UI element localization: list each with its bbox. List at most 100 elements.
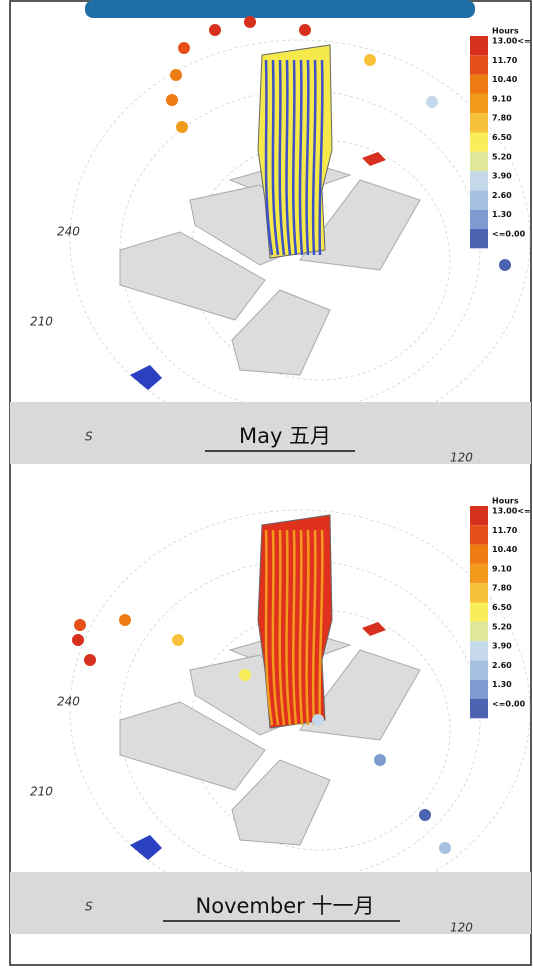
sun-position — [74, 619, 86, 631]
legend-swatch — [470, 544, 488, 564]
legend-label: 7.80 — [492, 584, 512, 593]
sun-position — [84, 654, 96, 666]
legend-swatch — [470, 621, 488, 642]
caption: November 十一月 — [196, 894, 375, 918]
sun-position — [119, 614, 131, 626]
legend-swatch — [470, 525, 488, 545]
building-platform — [119, 701, 266, 791]
tower-stripe — [298, 529, 304, 726]
legend-swatch — [470, 229, 488, 249]
compass-label: 120 — [450, 921, 473, 935]
building-platform — [299, 649, 421, 741]
legend-swatch — [470, 190, 488, 210]
legend-label: 13.00<= — [492, 507, 531, 516]
legend-swatch — [470, 93, 488, 114]
compass-label: 210 — [30, 785, 53, 799]
tower-stripe — [285, 59, 292, 256]
legend-label: <=0.00 — [492, 700, 526, 709]
legend-swatch — [470, 602, 488, 622]
marker — [362, 622, 386, 636]
legend-label: 1.30 — [492, 210, 512, 219]
legend-label: 6.50 — [492, 603, 512, 612]
tower-stripe — [271, 59, 280, 256]
sun-position — [166, 94, 178, 106]
title-tab — [85, 0, 475, 18]
legend-title: Hours — [492, 27, 519, 36]
legend-swatch — [470, 641, 488, 661]
legend-label: 2.60 — [492, 661, 512, 670]
legend-label: 2.60 — [492, 191, 512, 200]
legend-label: 10.40 — [492, 545, 518, 554]
tower-stripe — [298, 59, 304, 256]
caption-band — [10, 402, 531, 464]
legend-label: 3.90 — [492, 642, 512, 651]
building-platform — [299, 179, 421, 271]
tower-stripe — [305, 59, 310, 256]
tower-stripe — [278, 59, 286, 256]
compass-label: 210 — [30, 315, 53, 329]
tower-stripe — [285, 529, 292, 726]
tower-stripe — [278, 529, 286, 726]
legend-label: 3.90 — [492, 172, 512, 181]
legend-label: 11.70 — [492, 526, 518, 535]
sun-position — [374, 754, 386, 766]
legend-label: 5.20 — [492, 152, 512, 161]
legend-swatch — [470, 699, 488, 719]
tower-stripe — [271, 529, 280, 726]
compass-label: S — [85, 900, 93, 914]
legend-label: 13.00<= — [492, 37, 531, 46]
compass-label: 240 — [57, 225, 80, 239]
building-platform — [231, 289, 331, 376]
legend-swatch — [470, 209, 488, 229]
tower-stripe — [305, 529, 310, 726]
sun-position — [72, 634, 84, 646]
north-arrow — [130, 365, 162, 390]
legend-swatch — [470, 55, 488, 75]
tower-stripe — [311, 59, 317, 256]
legend-swatch — [470, 151, 488, 172]
sun-position — [299, 24, 311, 36]
tower-stripe — [318, 529, 324, 726]
legend-swatch — [470, 113, 488, 133]
compass-label: 240 — [57, 695, 80, 709]
legend-swatch — [470, 660, 488, 680]
legend-swatch — [470, 583, 488, 603]
legend-label: 9.10 — [492, 94, 512, 103]
legend-label: 1.30 — [492, 680, 512, 689]
tower-stripe — [311, 529, 317, 726]
sun-position — [239, 669, 251, 681]
tower-stripe — [264, 59, 274, 256]
sun-position — [178, 42, 190, 54]
sun-position — [244, 16, 256, 28]
legend-label: 10.40 — [492, 75, 518, 84]
legend-label: 9.10 — [492, 564, 512, 573]
north-arrow — [130, 835, 162, 860]
sun-position — [170, 69, 182, 81]
building-platform — [231, 759, 331, 846]
legend-title: Hours — [492, 497, 519, 506]
sun-position — [209, 24, 221, 36]
legend-label: 6.50 — [492, 133, 512, 142]
sun-position — [426, 96, 438, 108]
legend-swatch — [470, 679, 488, 699]
sun-position — [312, 714, 324, 726]
building-platform — [119, 231, 266, 321]
caption: May 五月 — [239, 424, 331, 448]
tower-stripe — [292, 529, 298, 726]
compass-label: S — [85, 430, 93, 444]
sun-position — [172, 634, 184, 646]
legend-label: <=0.00 — [492, 230, 526, 239]
legend-swatch — [470, 171, 488, 191]
legend-swatch — [470, 563, 488, 584]
sun-position — [176, 121, 188, 133]
sun-position — [364, 54, 376, 66]
legend-label: 5.20 — [492, 622, 512, 631]
legend-swatch — [470, 36, 488, 56]
sun-position — [419, 809, 431, 821]
caption-band — [10, 872, 531, 934]
compass-label: 120 — [450, 451, 473, 465]
